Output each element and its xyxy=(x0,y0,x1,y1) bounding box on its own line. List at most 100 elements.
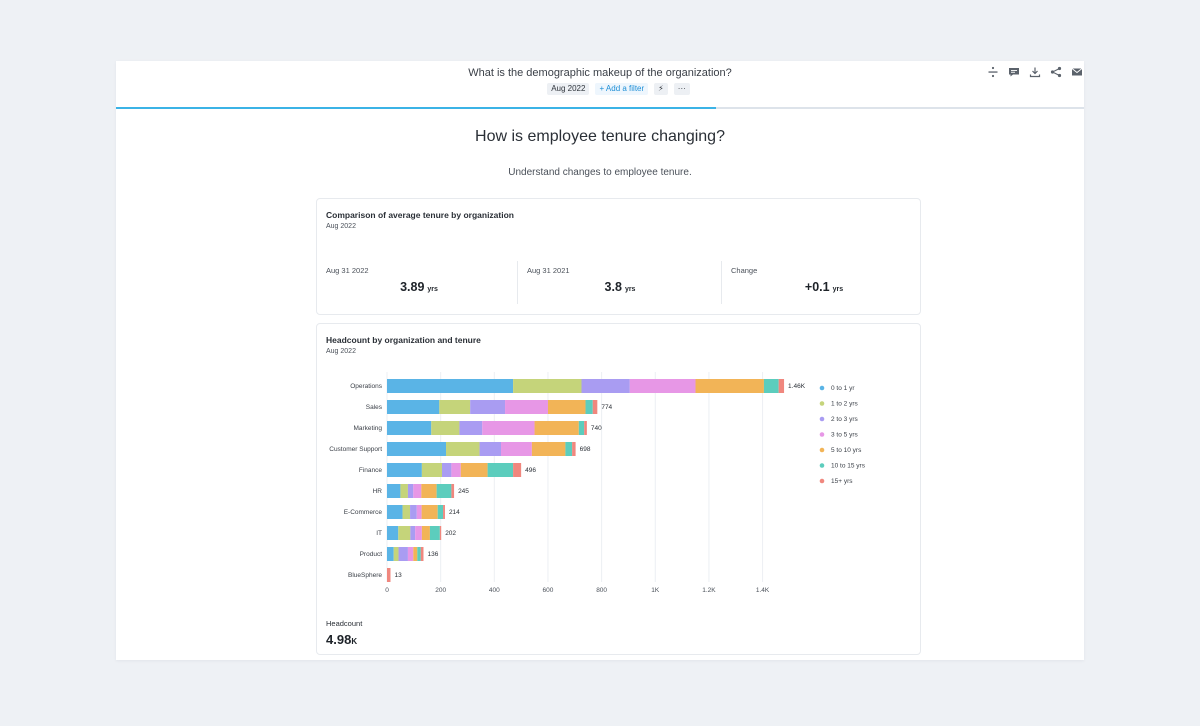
y-tick-label: Customer Support xyxy=(329,446,382,453)
bar-segment xyxy=(487,463,514,477)
card-date: Aug 2022 xyxy=(326,348,356,355)
bar-segment xyxy=(572,442,576,456)
bar-segment xyxy=(387,484,401,498)
bar-segment xyxy=(415,526,422,540)
bar-segment xyxy=(398,547,408,561)
data-label: 1.46K xyxy=(788,383,806,390)
more-options-button[interactable]: ··· xyxy=(673,83,690,95)
metric-change: Change +0.1 yrs xyxy=(721,261,925,304)
bar-segment xyxy=(592,400,598,414)
bar-segment xyxy=(778,379,785,393)
data-label: 245 xyxy=(458,488,469,495)
bar-segment xyxy=(581,379,630,393)
bar-segment xyxy=(505,400,548,414)
legend-label: 2 to 3 yrs xyxy=(831,416,858,423)
bar-segment xyxy=(479,442,502,456)
bar-segment xyxy=(437,505,444,519)
y-tick-label: Finance xyxy=(359,467,383,474)
data-label: 202 xyxy=(445,530,456,537)
legend-label: 0 to 1 yr xyxy=(831,385,855,392)
bar-segment xyxy=(393,547,399,561)
share-icon[interactable] xyxy=(1049,65,1062,78)
divide-icon[interactable] xyxy=(986,65,999,78)
bar-segment xyxy=(513,463,522,477)
y-tick-label: BlueSphere xyxy=(348,572,382,579)
bar-segment xyxy=(439,526,442,540)
filter-chips: Aug 2022 + Add a filter ⚡ ··· xyxy=(116,83,1084,95)
report-window: What is the demographic makeup of the or… xyxy=(116,61,1084,660)
bar-segment xyxy=(387,379,514,393)
headcount-card: Headcount by organization and tenure Aug… xyxy=(316,323,921,655)
bar-segment xyxy=(441,463,452,477)
bar-segment xyxy=(413,484,422,498)
report-progress-bar xyxy=(116,107,1084,109)
bar-segment xyxy=(407,547,414,561)
card-title: Comparison of average tenure by organiza… xyxy=(326,210,514,220)
bar-segment xyxy=(451,484,455,498)
bar-segment xyxy=(446,442,480,456)
report-progress-fill xyxy=(116,107,717,109)
bar-segment xyxy=(578,421,585,435)
bar-segment xyxy=(417,547,421,561)
legend-swatch xyxy=(819,416,825,422)
bar-segment xyxy=(565,442,573,456)
bar-segment xyxy=(629,379,696,393)
add-filter-button[interactable]: + Add a filter xyxy=(595,83,649,95)
x-tick-label: 1.2K xyxy=(702,587,716,594)
metric-label: Aug 31 2022 xyxy=(326,266,369,275)
page-title: How is employee tenure changing? xyxy=(475,128,725,145)
bar-segment xyxy=(421,505,438,519)
data-label: 774 xyxy=(601,404,612,411)
metric-value: +0.1 yrs xyxy=(804,280,844,294)
legend-label: 15+ yrs xyxy=(831,478,853,485)
mail-icon[interactable] xyxy=(1070,65,1083,78)
x-tick-label: 600 xyxy=(543,587,554,594)
bar-segment xyxy=(431,421,460,435)
bar-segment xyxy=(410,505,417,519)
data-label: 740 xyxy=(591,425,602,432)
bar-segment xyxy=(585,400,593,414)
legend-swatch xyxy=(819,447,825,453)
bar-segment xyxy=(420,547,424,561)
y-tick-label: Product xyxy=(360,551,383,558)
headcount-value: 4.98K xyxy=(326,632,358,647)
bar-segment xyxy=(763,379,779,393)
period-chip[interactable]: Aug 2022 xyxy=(547,83,590,95)
bar-segment xyxy=(387,505,403,519)
legend-swatch xyxy=(819,432,825,437)
y-tick-label: HR xyxy=(373,488,383,495)
bar-segment xyxy=(387,526,399,540)
tenure-comparison-card: Comparison of average tenure by organiza… xyxy=(316,198,921,315)
legend-swatch xyxy=(819,385,825,391)
bar-segment xyxy=(398,526,411,540)
x-tick-label: 400 xyxy=(489,587,500,594)
bar-segment xyxy=(482,421,535,435)
bar-segment xyxy=(513,379,582,393)
x-tick-label: 0 xyxy=(385,587,389,594)
report-header: What is the demographic makeup of the or… xyxy=(116,61,1084,109)
metric-value: 3.89 yrs xyxy=(400,280,438,294)
bar-segment xyxy=(387,442,447,456)
bar-segment xyxy=(531,442,566,456)
bar-segment xyxy=(387,568,391,582)
y-tick-label: IT xyxy=(376,530,382,537)
bar-segment xyxy=(421,463,442,477)
data-label: 214 xyxy=(449,509,460,516)
download-icon[interactable] xyxy=(1028,65,1041,78)
comment-icon[interactable] xyxy=(1007,65,1020,78)
data-label: 496 xyxy=(525,467,536,474)
bar-segment xyxy=(436,484,452,498)
bar-segment xyxy=(460,463,488,477)
x-tick-label: 800 xyxy=(596,587,607,594)
y-tick-label: Marketing xyxy=(353,425,382,432)
bar-segment xyxy=(459,421,483,435)
bar-segment xyxy=(421,484,437,498)
y-tick-label: Sales xyxy=(366,404,383,411)
legend-label: 5 to 10 yrs xyxy=(831,447,862,454)
metric-label: Aug 31 2021 xyxy=(527,266,570,275)
card-date: Aug 2022 xyxy=(326,223,356,230)
metric-current: Aug 31 2022 3.89 yrs xyxy=(317,261,521,304)
legend-label: 1 to 2 yrs xyxy=(831,401,858,408)
metric-value: 3.8 yrs xyxy=(604,280,636,294)
bolt-icon[interactable]: ⚡ xyxy=(654,83,668,95)
